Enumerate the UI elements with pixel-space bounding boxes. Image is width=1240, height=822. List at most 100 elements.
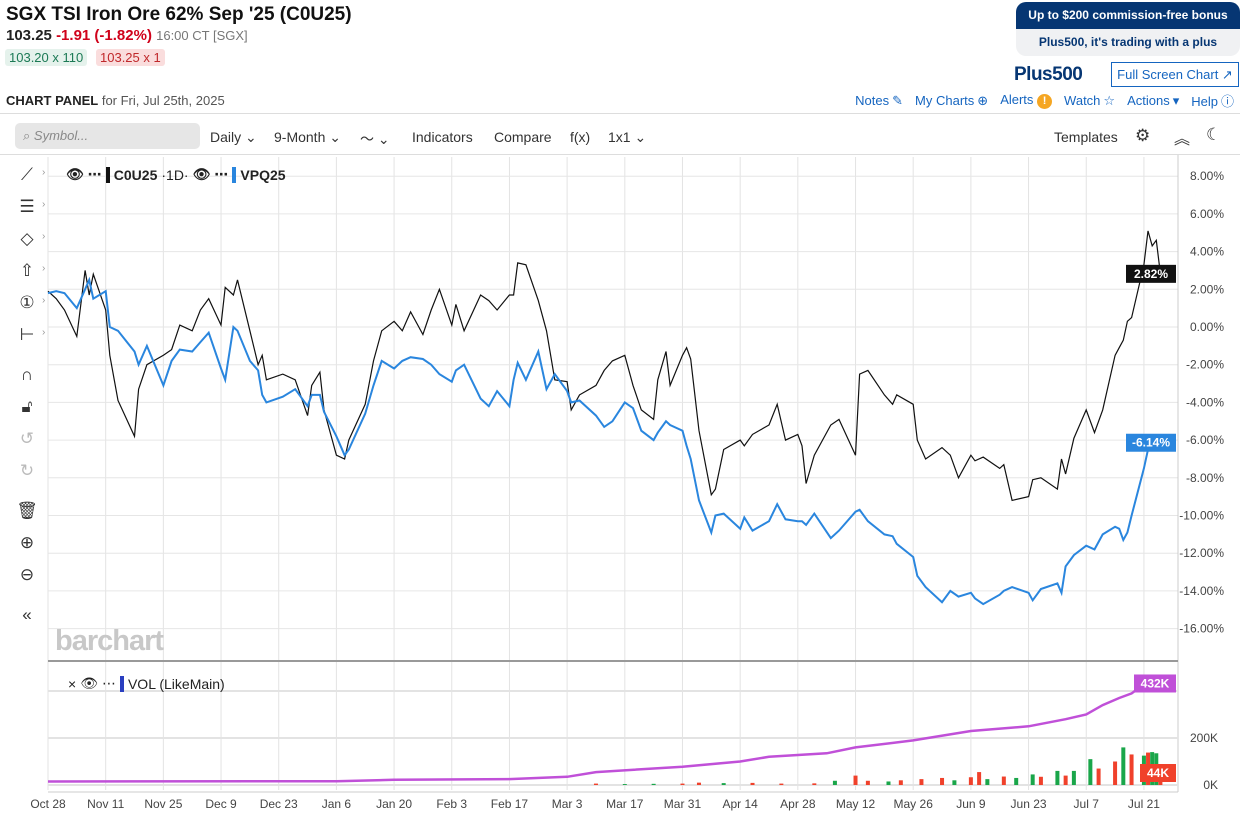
x-tick-label: Jul 21 xyxy=(1128,797,1160,811)
volume-label: VOL (LikeMain) xyxy=(127,675,225,692)
volume-bar xyxy=(750,782,755,785)
eye-icon[interactable]: 👁︎ xyxy=(192,166,211,182)
volume-bar xyxy=(940,777,945,785)
measure-tool-icon[interactable]: ⊢ › xyxy=(19,325,46,344)
series2-last-badge-bg xyxy=(1126,433,1176,452)
interval-dropdown[interactable]: Daily ⌄ xyxy=(210,129,257,145)
series1-label[interactable]: C0U25 xyxy=(113,166,158,183)
volume-bar xyxy=(968,777,973,785)
volume-bar xyxy=(812,783,817,785)
symbol-search-input[interactable]: ⌕ Symbol... xyxy=(15,123,200,149)
zoom-out-icon[interactable]: ⊖ xyxy=(19,565,35,584)
close-icon[interactable]: × xyxy=(68,675,77,692)
range-dropdown[interactable]: 9-Month ⌄ xyxy=(274,129,341,145)
more-icon[interactable]: ⋯ xyxy=(214,166,229,182)
alerts-label: Alerts xyxy=(1000,92,1034,107)
ask-badge: 103.25 x 1 xyxy=(96,49,165,66)
y-tick-label: -2.00% xyxy=(1186,358,1224,372)
volume-bar xyxy=(865,780,870,785)
ad-banner[interactable]: Up to $200 commission-free bonus Plus500… xyxy=(1016,2,1240,56)
x-tick-label: Mar 3 xyxy=(552,797,583,811)
my-charts-link[interactable]: My Charts ⊕ xyxy=(915,93,988,109)
volume-bar xyxy=(622,784,627,785)
volume-bar xyxy=(952,780,957,785)
dark-mode-icon[interactable]: ☾ xyxy=(1206,125,1222,144)
volume-legend: × 👁︎ ⋯ VOL (LikeMain) xyxy=(68,675,225,692)
eye-icon[interactable]: 👁︎ xyxy=(66,166,84,182)
volume-bar xyxy=(853,775,858,785)
magnet-icon[interactable]: ∩ xyxy=(20,365,34,384)
panel-label: CHART PANEL xyxy=(6,93,99,108)
x-tick-label: Apr 28 xyxy=(780,797,816,811)
y-tick-label: -4.00% xyxy=(1186,395,1224,409)
help-icon: ⓘ xyxy=(1220,94,1234,109)
series-line-VPQ25 xyxy=(47,276,1161,606)
y-tick-label: -14.00% xyxy=(1179,584,1224,598)
annotation-tool-icon[interactable]: ① › xyxy=(19,293,46,312)
notes-link[interactable]: Notes ✎ xyxy=(855,93,903,109)
watch-link[interactable]: Watch ☆ xyxy=(1064,93,1115,109)
y-tick-label: -12.00% xyxy=(1179,546,1224,560)
y-tick-label: 0.00% xyxy=(1190,320,1224,334)
redo-icon[interactable]: ↻ xyxy=(19,461,35,480)
barchart-watermark: barchart xyxy=(55,625,164,657)
caret-down-icon: ▾ xyxy=(1172,92,1180,108)
chart-type-dropdown[interactable]: 〜 ⌄ xyxy=(360,131,390,147)
collapse-toolbar-icon[interactable]: « xyxy=(22,605,32,624)
indicators-button[interactable]: Indicators xyxy=(412,129,473,145)
help-link[interactable]: Help ⓘ xyxy=(1191,91,1234,110)
ad-tagline[interactable]: Plus500, it's trading with a plus xyxy=(1038,35,1218,49)
full-screen-chart-button[interactable]: Full Screen Chart ↗ xyxy=(1111,62,1239,87)
undo-icon[interactable]: ↺ xyxy=(19,429,35,448)
eye-icon[interactable]: 👁︎ xyxy=(80,675,98,691)
volume-bar xyxy=(593,783,598,785)
search-icon: ⌕ xyxy=(23,128,31,143)
star-icon: ☆ xyxy=(1103,92,1116,108)
x-tick-label: Jun 23 xyxy=(1011,797,1047,811)
volume-bar xyxy=(680,783,685,785)
quote-time: 16:00 CT [SGX] xyxy=(156,28,248,43)
templates-button[interactable]: Templates xyxy=(1054,129,1118,145)
ad-headline[interactable]: Up to $200 commission-free bonus xyxy=(1016,2,1240,29)
unlock-icon[interactable]: 🔓︎ xyxy=(21,397,33,416)
zoom-in-icon[interactable]: ⊕ xyxy=(19,533,35,552)
gear-icon[interactable]: ⚙ xyxy=(1135,126,1151,145)
y-tick-label: -8.00% xyxy=(1186,471,1224,485)
divider xyxy=(0,113,1240,114)
trash-icon[interactable]: 🗑︎ xyxy=(16,501,38,520)
y-tick-label: -10.00% xyxy=(1179,509,1224,523)
x-tick-label: Dec 23 xyxy=(260,797,298,811)
volume-bar xyxy=(886,781,891,785)
y-tick-label: 6.00% xyxy=(1190,207,1224,221)
line-tool-icon[interactable]: ⟋ › xyxy=(21,165,46,184)
volume-bar xyxy=(1014,777,1019,785)
collapse-icon[interactable]: ︽ xyxy=(1174,131,1191,148)
fib-tool-icon[interactable]: ☰ › xyxy=(19,197,46,216)
fx-button[interactable]: f(x) xyxy=(570,129,591,145)
volume-bar xyxy=(1063,775,1068,785)
edit-icon: ✎ xyxy=(892,92,904,108)
series2-label[interactable]: VPQ25 xyxy=(240,166,286,183)
volume-swatch xyxy=(119,675,124,692)
alerts-link[interactable]: Alerts ! xyxy=(1000,92,1053,109)
shape-tool-icon[interactable]: ◇ › xyxy=(20,229,46,248)
volume-bar xyxy=(696,782,701,785)
more-icon[interactable]: ⋯ xyxy=(101,675,116,691)
arrow-tool-icon[interactable]: ⇧ › xyxy=(19,261,46,280)
layout-dropdown[interactable]: 1x1 ⌄ xyxy=(608,129,647,145)
actions-menu[interactable]: Actions ▾ xyxy=(1127,93,1179,109)
cumulative-volume-line xyxy=(47,682,1161,783)
compare-button[interactable]: Compare xyxy=(494,129,552,145)
x-tick-label: Apr 14 xyxy=(722,797,758,811)
x-tick-label: Feb 17 xyxy=(491,797,529,811)
y-tick-label: 2.00% xyxy=(1190,282,1224,296)
volume-bar xyxy=(898,780,903,785)
my-charts-label: My Charts xyxy=(915,92,975,108)
help-label: Help xyxy=(1191,94,1218,109)
more-icon[interactable]: ⋯ xyxy=(87,166,102,182)
quote: 103.25 -1.91 (-1.82%) 16:00 CT [SGX] xyxy=(6,27,248,44)
chart-legend: 👁︎ ⋯ C0U25·1D· 👁︎ ⋯ VPQ25 xyxy=(66,166,286,183)
plus500-logo[interactable]: Plus500 xyxy=(1014,64,1083,85)
x-tick-label: May 26 xyxy=(894,797,934,811)
